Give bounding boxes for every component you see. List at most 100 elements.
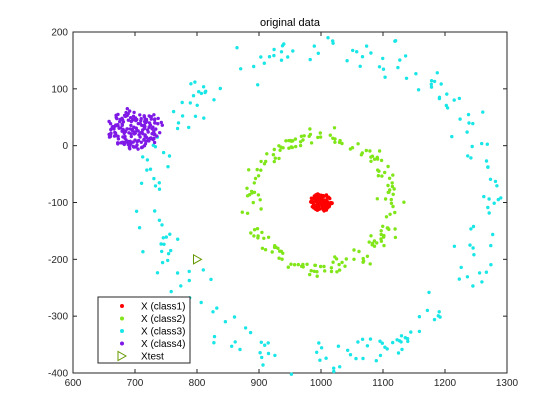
- data-point: [131, 144, 135, 149]
- x-tick-label: 800: [189, 378, 206, 389]
- data-point: [215, 306, 219, 310]
- data-point: [289, 262, 293, 266]
- data-point: [312, 44, 316, 48]
- data-point: [109, 127, 113, 132]
- data-point: [404, 76, 409, 81]
- data-point: [255, 167, 259, 172]
- data-point: [139, 181, 144, 185]
- data-point: [116, 137, 121, 141]
- data-point: [138, 135, 142, 139]
- data-point: [402, 200, 406, 204]
- data-point: [323, 269, 327, 273]
- data-point: [126, 118, 131, 122]
- data-point: [488, 177, 493, 181]
- data-point: [175, 271, 180, 275]
- data-point: [142, 126, 147, 131]
- data-point: [272, 159, 276, 164]
- data-point: [166, 165, 170, 169]
- data-point: [134, 126, 138, 130]
- data-point: [386, 164, 390, 169]
- data-point: [332, 126, 337, 130]
- data-point: [187, 125, 191, 130]
- data-point: [491, 232, 495, 237]
- legend-item: X (class1): [120, 302, 185, 313]
- data-point: [364, 148, 368, 153]
- data-point: [390, 184, 395, 189]
- legend-label: X (class2): [141, 314, 185, 325]
- data-point: [199, 91, 204, 96]
- data-point: [239, 67, 243, 71]
- data-point: [256, 83, 260, 87]
- data-point: [166, 258, 170, 263]
- data-point: [245, 186, 249, 190]
- data-point: [337, 262, 341, 267]
- data-point: [112, 125, 117, 129]
- data-point: [315, 274, 319, 278]
- x-tick-label: 600: [65, 378, 82, 389]
- data-point: [332, 366, 336, 370]
- data-point: [127, 144, 132, 149]
- data-point: [471, 224, 476, 229]
- legend-marker: [120, 341, 124, 346]
- data-point: [281, 251, 285, 255]
- data-point: [358, 64, 362, 69]
- data-point: [391, 173, 395, 177]
- data-point: [379, 237, 383, 241]
- data-point: [153, 121, 157, 125]
- data-point: [484, 270, 489, 274]
- data-point: [262, 236, 266, 240]
- data-point: [284, 139, 288, 143]
- data-point: [375, 155, 379, 159]
- data-point: [160, 123, 164, 127]
- data-point: [272, 47, 276, 52]
- data-point: [308, 57, 312, 62]
- data-point: [277, 156, 281, 161]
- data-point: [312, 269, 316, 273]
- data-point: [118, 117, 122, 122]
- data-point: [252, 228, 257, 232]
- legend-marker: [120, 304, 124, 308]
- data-point: [264, 159, 268, 164]
- x-tick-label: 1100: [372, 378, 394, 389]
- data-point: [368, 149, 372, 153]
- data-point: [255, 227, 260, 231]
- data-point: [329, 269, 334, 274]
- data-point: [155, 134, 159, 138]
- data-point: [278, 249, 282, 253]
- data-point: [139, 117, 143, 121]
- data-point: [158, 131, 162, 135]
- data-point: [386, 183, 390, 188]
- data-point: [149, 117, 153, 121]
- data-point: [354, 356, 358, 361]
- data-point: [223, 320, 228, 324]
- data-point: [486, 165, 490, 169]
- data-point: [152, 113, 156, 117]
- data-point: [123, 114, 128, 119]
- data-point: [260, 230, 264, 235]
- data-point: [176, 237, 180, 241]
- y-tick-label: -300: [48, 312, 68, 323]
- data-point: [378, 339, 382, 343]
- data-point: [140, 130, 144, 134]
- data-point: [322, 208, 326, 212]
- data-point: [160, 249, 164, 254]
- data-point: [256, 236, 260, 240]
- data-point: [265, 152, 269, 156]
- data-point: [175, 126, 180, 131]
- data-point: [364, 44, 369, 48]
- data-point: [305, 262, 309, 266]
- data-point: [317, 193, 321, 198]
- data-point: [352, 248, 356, 252]
- data-point: [392, 187, 396, 191]
- data-point: [409, 330, 413, 334]
- data-point: [138, 113, 142, 117]
- data-point: [245, 211, 250, 215]
- data-point: [159, 120, 163, 125]
- data-point: [489, 263, 493, 267]
- data-point: [128, 109, 132, 113]
- data-point: [389, 197, 393, 202]
- data-point: [372, 239, 377, 243]
- data-point: [131, 118, 135, 122]
- data-point: [116, 142, 120, 146]
- data-point: [286, 55, 290, 59]
